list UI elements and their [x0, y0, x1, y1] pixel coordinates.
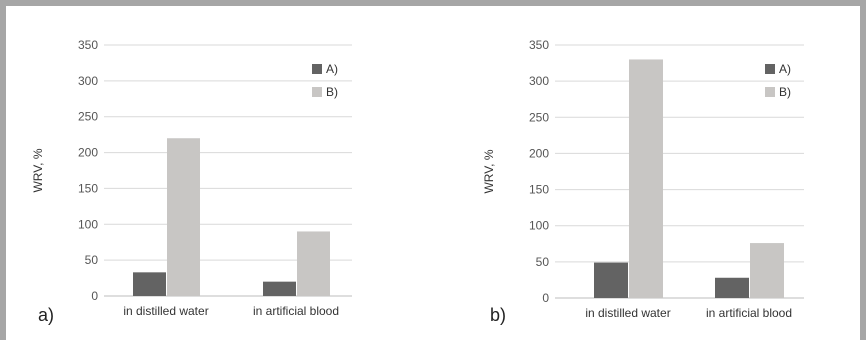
y-tick-label: 350 — [78, 38, 98, 52]
panel-label: a) — [38, 305, 54, 325]
legend-label: B) — [779, 85, 791, 99]
bar-b-2 — [297, 231, 330, 296]
y-tick-label: 250 — [78, 110, 98, 124]
x-category-label: in distilled water — [585, 306, 670, 320]
bar-b-1 — [629, 59, 663, 299]
y-tick-label: 50 — [536, 255, 550, 269]
y-tick-label: 200 — [529, 146, 549, 160]
chart-panel-1: 0 50 100 150 200 250 300 350 WRV, % in distilled … — [31, 38, 352, 325]
y-tick-label: 0 — [542, 291, 549, 305]
legend-label: A) — [779, 62, 791, 76]
legend-label: A) — [326, 62, 338, 76]
y-tick-label: 150 — [78, 181, 98, 195]
legend-swatch — [765, 64, 775, 74]
y-tick-label: 300 — [529, 74, 549, 88]
bar-b-1 — [167, 138, 200, 296]
y-tick-label: 300 — [78, 74, 98, 88]
x-category-label: in artificial blood — [706, 306, 792, 320]
x-category-label: in artificial blood — [253, 304, 339, 318]
legend-swatch — [312, 64, 322, 74]
y-tick-label: 250 — [529, 110, 549, 124]
bar-a-2 — [263, 281, 296, 296]
y-tick-label: 200 — [78, 146, 98, 160]
bar-a-2 — [715, 277, 749, 298]
legend-swatch — [765, 87, 775, 97]
y-axis-label: WRV, % — [31, 148, 45, 192]
legend-swatch — [312, 87, 322, 97]
legend-label: B) — [326, 85, 338, 99]
y-tick-label: 100 — [78, 217, 98, 231]
y-tick-label: 100 — [529, 219, 549, 233]
y-tick-label: 0 — [91, 289, 98, 303]
y-tick-label: 350 — [529, 38, 549, 52]
bar-b-2 — [750, 243, 784, 298]
bar-a-1 — [594, 262, 628, 298]
y-axis-label: WRV, % — [482, 149, 496, 193]
chart-panel-2: 0 50 100 150 200 250 300 350 WRV, % in distilled … — [482, 38, 804, 325]
bar-a-1 — [133, 272, 166, 296]
y-tick-label: 50 — [85, 253, 99, 267]
panel-label: b) — [490, 305, 506, 325]
y-tick-label: 150 — [529, 183, 549, 197]
x-category-label: in distilled water — [123, 304, 208, 318]
